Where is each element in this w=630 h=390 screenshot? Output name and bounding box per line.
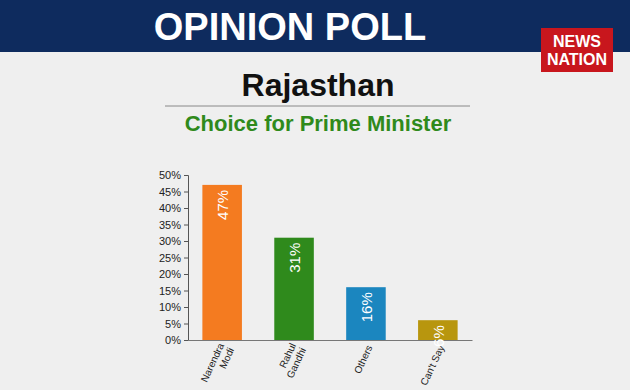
bar (346, 287, 386, 340)
y-tick-label: 30% (159, 235, 181, 247)
y-axis: 0% 5% 10% 15% 20% 25% 30% 35% 40% 45% 50% (159, 169, 189, 346)
separator (165, 106, 470, 107)
y-tick-mark (184, 274, 188, 275)
y-tick-label: 5% (165, 318, 181, 330)
logo: NEWSNATION (541, 28, 613, 72)
y-tick: 15% (159, 285, 188, 297)
y-tick: 5% (165, 318, 188, 330)
x-tick: NarendraModi (199, 340, 237, 388)
background (0, 0, 630, 390)
y-tick-label: 25% (159, 252, 181, 264)
y-tick-label: 15% (159, 285, 181, 297)
x-tick-label: NarendraModi (199, 341, 237, 388)
canvas: OPINION POLL NEWSNATION Rajasthan Choice fo… (0, 0, 630, 390)
data-label: 31% (286, 243, 303, 273)
y-tick: 25% (159, 252, 188, 264)
data-label: 47% (214, 190, 231, 220)
y-tick-label: 40% (159, 202, 181, 214)
y-tick-mark (184, 291, 188, 292)
y-tick-label: 20% (159, 268, 181, 280)
data-labels: 47% 31% 16% 6% (214, 190, 447, 347)
y-tick: 40% (159, 202, 188, 214)
y-tick: 20% (159, 268, 188, 280)
y-tick-mark (184, 258, 188, 259)
data-label: 6% (430, 325, 447, 347)
y-tick-mark (184, 307, 188, 308)
y-tick-label: 10% (159, 301, 181, 313)
chart-title: Choice for Prime Minister (185, 111, 452, 136)
y-tick-label: 0% (165, 334, 181, 346)
y-tick-mark (184, 241, 188, 242)
y-tick: 10% (159, 301, 188, 313)
y-tick-label: 35% (159, 219, 181, 231)
x-tick: Others (352, 340, 375, 375)
bars (202, 185, 457, 340)
y-tick-mark (184, 324, 188, 325)
logo-text: NEWS (553, 33, 601, 50)
y-tick-mark (184, 340, 188, 341)
y-tick-mark (184, 225, 188, 226)
x-tick-label: RahulGandhi (274, 341, 308, 380)
logo-text: NATION (547, 51, 607, 68)
data-label: 16% (358, 292, 375, 322)
y-tick-mark (184, 192, 188, 193)
y-tick-mark (184, 175, 188, 176)
x-tick-label: Others (352, 343, 375, 375)
y-tick: 35% (159, 219, 188, 231)
x-tick: RahulGandhi (274, 340, 308, 380)
y-tick: 45% (159, 186, 188, 198)
y-axis-line (184, 176, 189, 341)
subtitle: Rajasthan (242, 67, 395, 103)
logo-box (541, 28, 613, 72)
x-tick-label: Can't Say (418, 343, 446, 387)
y-tick: 0% (165, 334, 188, 346)
y-tick-label: 50% (159, 169, 181, 181)
bar (274, 238, 314, 340)
y-tick-label: 45% (159, 186, 181, 198)
y-tick: 50% (159, 169, 188, 181)
y-tick: 30% (159, 235, 188, 247)
y-tick-mark (184, 208, 188, 209)
bar (202, 185, 242, 340)
banner-title: OPINION POLL (154, 6, 426, 48)
banner (0, 0, 630, 52)
